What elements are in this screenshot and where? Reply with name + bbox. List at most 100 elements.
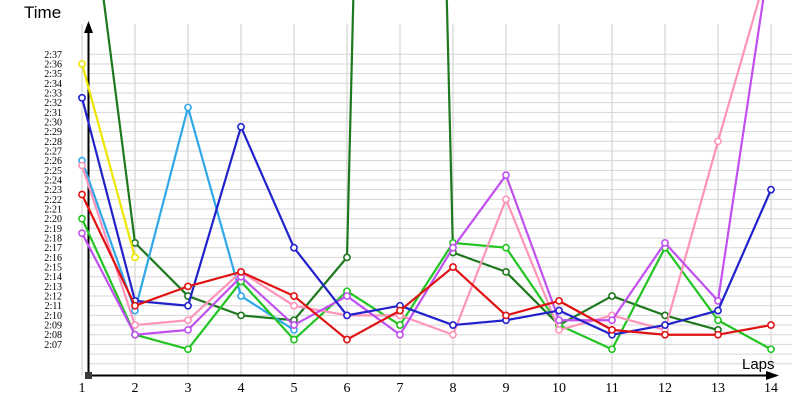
data-point-dark-green-lap12	[661, 311, 669, 320]
data-point-dark-green-lap2	[131, 238, 139, 247]
series-line-green	[80, 218, 772, 351]
data-point-yellow-lap2	[131, 253, 139, 262]
series-yellow	[78, 60, 139, 262]
x-tick-label: 3	[185, 381, 192, 396]
data-point-red-lap8	[449, 263, 457, 271]
data-point-green-lap14	[767, 345, 775, 354]
data-point-red-lap10	[555, 296, 563, 305]
y-tick-label: 2:37	[44, 50, 62, 61]
x-tick-label: 8	[450, 381, 457, 396]
data-point-pink-lap3	[184, 316, 192, 325]
data-point-red-lap3	[184, 282, 192, 291]
y-tick-label: 2:33	[44, 88, 62, 99]
data-point-green-lap11	[608, 345, 616, 354]
y-tick-label: 2:32	[44, 98, 62, 109]
y-tick-label: 2:09	[44, 321, 62, 332]
y-tick-label: 2:07	[44, 340, 62, 351]
data-point-yellow-lap1	[78, 60, 86, 68]
data-point-blue-lap10	[555, 306, 563, 315]
data-point-red-lap12	[661, 330, 669, 339]
series-violet	[78, 0, 765, 339]
x-axis-title: Laps	[742, 356, 775, 373]
x-tick-label: 5	[291, 381, 298, 396]
x-tick-label: 2	[132, 381, 139, 396]
data-point-green-lap3	[184, 345, 192, 354]
y-tick-label: 2:11	[45, 301, 62, 312]
y-tick-label: 2:14	[44, 272, 62, 283]
data-point-green-lap1	[78, 214, 86, 223]
series-blue	[78, 93, 775, 339]
data-point-violet-lap3	[184, 325, 192, 334]
series-green	[78, 214, 775, 354]
data-point-violet-lap10	[555, 316, 563, 325]
data-point-red-lap5	[290, 292, 298, 300]
y-tick-label: 2:27	[44, 147, 62, 158]
series-line-violet	[81, 0, 765, 336]
data-point-cyan-lap3	[184, 103, 192, 112]
y-tick-label: 2:16	[44, 253, 62, 264]
data-point-violet-lap11	[608, 316, 616, 325]
y-tick-label: 2:12	[44, 292, 62, 303]
data-point-green-lap13	[714, 316, 722, 325]
data-point-red-lap14	[767, 321, 775, 329]
data-point-dark-green-lap6	[343, 253, 351, 262]
data-point-red-lap11	[608, 325, 616, 334]
x-tick-label: 1	[79, 381, 86, 396]
data-point-dark-green-lap9	[502, 267, 510, 276]
x-tick-label: 11	[605, 381, 618, 396]
y-tick-label: 2:26	[44, 156, 62, 167]
x-tick-label: 4	[238, 381, 245, 396]
data-point-pink-lap9	[502, 195, 510, 204]
series-line-yellow	[80, 63, 137, 258]
series-line-blue	[80, 97, 773, 336]
data-point-blue-lap5	[290, 243, 298, 252]
data-point-blue-lap8	[449, 321, 457, 329]
y-tick-label: 2:28	[44, 137, 62, 148]
data-point-red-lap2	[131, 301, 139, 310]
data-point-pink-lap13	[714, 137, 722, 146]
y-tick-label: 2:30	[44, 117, 62, 128]
y-axis-arrow-icon	[84, 21, 93, 33]
y-tick-label: 2:35	[44, 69, 62, 80]
data-point-violet-lap6	[343, 292, 351, 300]
x-tick-label: 12	[658, 381, 672, 396]
data-point-blue-lap13	[714, 306, 722, 315]
data-point-pink-lap10	[555, 325, 563, 334]
y-tick-label: 2:10	[44, 311, 62, 322]
data-point-pink-lap1	[78, 161, 86, 170]
y-tick-label: 2:13	[44, 282, 62, 293]
data-point-blue-lap4	[237, 122, 245, 131]
y-tick-label: 2:08	[44, 330, 62, 341]
data-point-red-lap6	[343, 335, 351, 344]
data-point-blue-lap12	[661, 321, 669, 329]
data-point-violet-lap5	[290, 321, 298, 329]
y-tick-label: 2:17	[44, 243, 62, 254]
data-point-green-lap9	[502, 243, 510, 252]
y-tick-label: 2:22	[44, 195, 62, 206]
x-tick-label: 13	[711, 381, 725, 396]
data-point-pink-lap2	[131, 321, 139, 329]
data-point-pink-lap8	[449, 330, 457, 339]
axis-origin-handle	[85, 372, 92, 379]
data-point-red-lap13	[714, 330, 722, 339]
data-point-violet-lap9	[502, 171, 510, 180]
y-tick-label: 2:21	[44, 205, 62, 216]
y-tick-label: 2:34	[44, 79, 62, 90]
data-point-red-lap1	[78, 190, 86, 199]
y-tick-label: 2:23	[44, 185, 62, 196]
series-red	[78, 190, 775, 344]
x-axis-arrow-icon	[766, 371, 779, 380]
y-tick-label: 2:36	[44, 59, 62, 70]
series-line-red	[81, 194, 772, 341]
y-tick-label: 2:29	[44, 127, 62, 138]
data-point-pink-lap5	[290, 301, 298, 310]
data-point-blue-lap6	[343, 311, 351, 320]
data-point-dark-green-lap4	[237, 311, 245, 320]
x-tick-label: 14	[764, 381, 778, 396]
x-tick-label: 6	[344, 381, 351, 396]
data-point-red-lap7	[396, 306, 404, 315]
data-point-violet-lap1	[78, 229, 86, 238]
y-tick-label: 2:18	[44, 234, 62, 245]
data-point-blue-lap3	[184, 301, 192, 310]
